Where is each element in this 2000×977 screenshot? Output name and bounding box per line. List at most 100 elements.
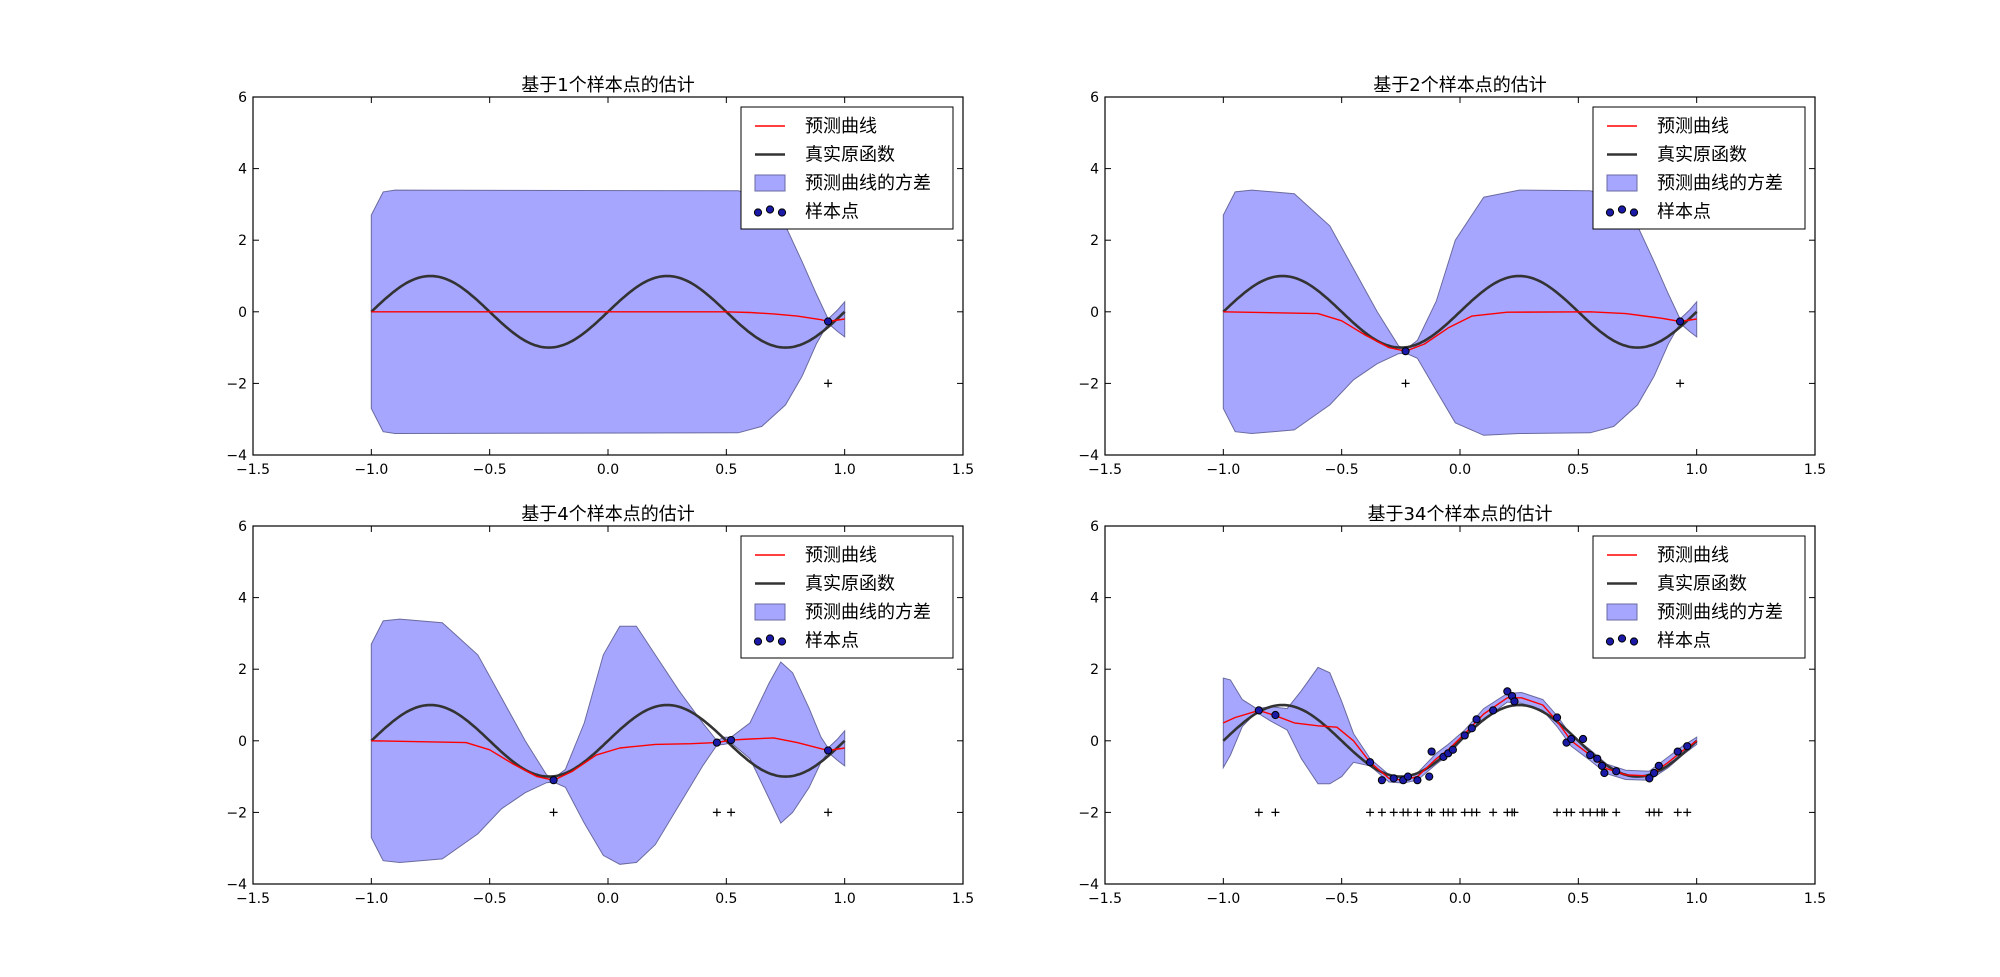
sample-point [1389,774,1398,783]
sample-point [1510,697,1519,706]
legend-label: 样本点 [1657,631,1711,652]
sample-x-marker [1612,808,1621,817]
legend-label: 预测曲线 [805,116,877,137]
sample-point [1683,742,1692,751]
sample-point [1645,774,1654,783]
x-tick-label: 0.5 [1567,891,1589,907]
x-tick-label: 1.5 [952,462,974,478]
sample-x-marker [549,808,558,817]
sample-point [1365,758,1375,767]
sample-point [1401,347,1410,356]
subplot-2: −1.5 −1.0 −0.5 0.0 0.5 1.0 1.5 −4 −2 0 2 4 6 基于2个样本点的… [1078,75,1826,478]
sample-point [1427,747,1436,756]
y-tick-label: −4 [1078,448,1099,464]
x-tick-label: 0.5 [715,462,737,478]
y-tick-label: 6 [1090,519,1099,535]
prediction-line [371,737,845,781]
legend-label: 预测曲线 [805,545,877,566]
sample-point [1377,776,1387,785]
legend-variance-swatch [1606,174,1638,192]
sample-x-marker [1600,808,1609,817]
true-function-line [370,703,846,778]
y-tick-label: −2 [1078,376,1099,392]
sample-point [1448,745,1458,754]
subplot-1: −1.5 −1.0 −0.5 0.0 0.5 1.0 1.5 −4 −2 0 2 4 6 基于1个样本点的… [226,75,974,478]
x-tick-label: −1.5 [236,462,270,478]
y-tick-label: 4 [1090,591,1099,607]
y-tick-label: 0 [1090,734,1099,750]
legend-label: 预测曲线的方差 [805,602,931,623]
y-tick-label: 6 [238,519,247,535]
sample-x-marker [1377,808,1386,817]
sample-point [1489,706,1498,715]
sample-x-marker [1510,808,1519,817]
subplot-3: −1.5 −1.0 −0.5 0.0 0.5 1.0 1.5 −4 −2 0 2 4 6 基于4个样本点的… [226,504,974,907]
sample-point [726,735,736,745]
x-tick-label: 1.0 [834,462,856,478]
sample-point [1552,713,1562,722]
legend-box [1592,535,1806,659]
sample-point [1600,768,1609,778]
y-tick-label: 0 [238,734,247,750]
x-tick-label: 1.5 [952,891,974,907]
legend-label: 样本点 [805,631,859,652]
legend-sample-swatch [1617,634,1627,643]
legend-label: 真实原函数 [805,145,895,166]
legend-label: 样本点 [1657,202,1711,223]
sample-point [712,738,721,747]
legend-label: 预测曲线 [1657,545,1729,566]
legend-box [740,535,954,659]
sample-x-marker [824,808,833,817]
sample-x-marker [1676,379,1685,388]
sample-point [1413,776,1422,785]
x-tick-label: 0.0 [1449,462,1471,478]
y-tick-label: 4 [1090,162,1099,178]
x-tick-label: 1.0 [834,891,856,907]
legend-sample-swatch [765,205,775,214]
plot-area [370,189,846,435]
x-tick-label: −1.5 [1088,462,1122,478]
x-tick-label: −1.5 [1088,891,1122,907]
sample-point [1578,734,1588,744]
sample-point [1472,715,1481,724]
sample-point [1597,761,1607,770]
x-tick-label: 0.5 [1567,462,1589,478]
sample-x-marker [1673,808,1682,817]
sample-point [1593,754,1602,763]
y-tick-label: −2 [226,376,247,392]
legend-sample-swatch [753,208,763,217]
y-tick-label: 4 [238,162,247,178]
legend-box [1592,106,1806,230]
sample-point [1612,767,1621,776]
plot-area [1222,666,1698,817]
sample-point [1649,768,1659,778]
sample-x-marker [1401,379,1410,388]
x-tick-label: 0.0 [1449,891,1471,907]
sample-point [1654,761,1663,770]
legend-label: 真实原函数 [1657,574,1747,595]
y-tick-label: 2 [238,233,247,249]
sample-x-marker [712,808,721,817]
sample-x-marker [1413,808,1422,817]
legend-label: 真实原函数 [1657,145,1747,166]
legend-sample-swatch [777,208,787,217]
x-tick-label: 0.5 [715,891,737,907]
sample-x-marker [727,808,736,817]
legend-label: 真实原函数 [805,574,895,595]
plot-area [1222,189,1698,436]
variance-band [1222,666,1698,785]
sample-point [824,317,833,326]
sample-point [1673,747,1682,756]
sample-point [1425,772,1434,781]
legend-sample-swatch [1629,637,1639,646]
sample-x-marker [1427,808,1436,817]
y-tick-label: −2 [1078,805,1099,821]
y-tick-label: −4 [226,448,247,464]
legend-sample-swatch [1605,208,1615,217]
x-tick-label: 1.5 [1804,462,1826,478]
sample-point [1676,317,1685,326]
sample-x-marker [1254,808,1263,817]
legend-sample-swatch [1629,208,1639,217]
